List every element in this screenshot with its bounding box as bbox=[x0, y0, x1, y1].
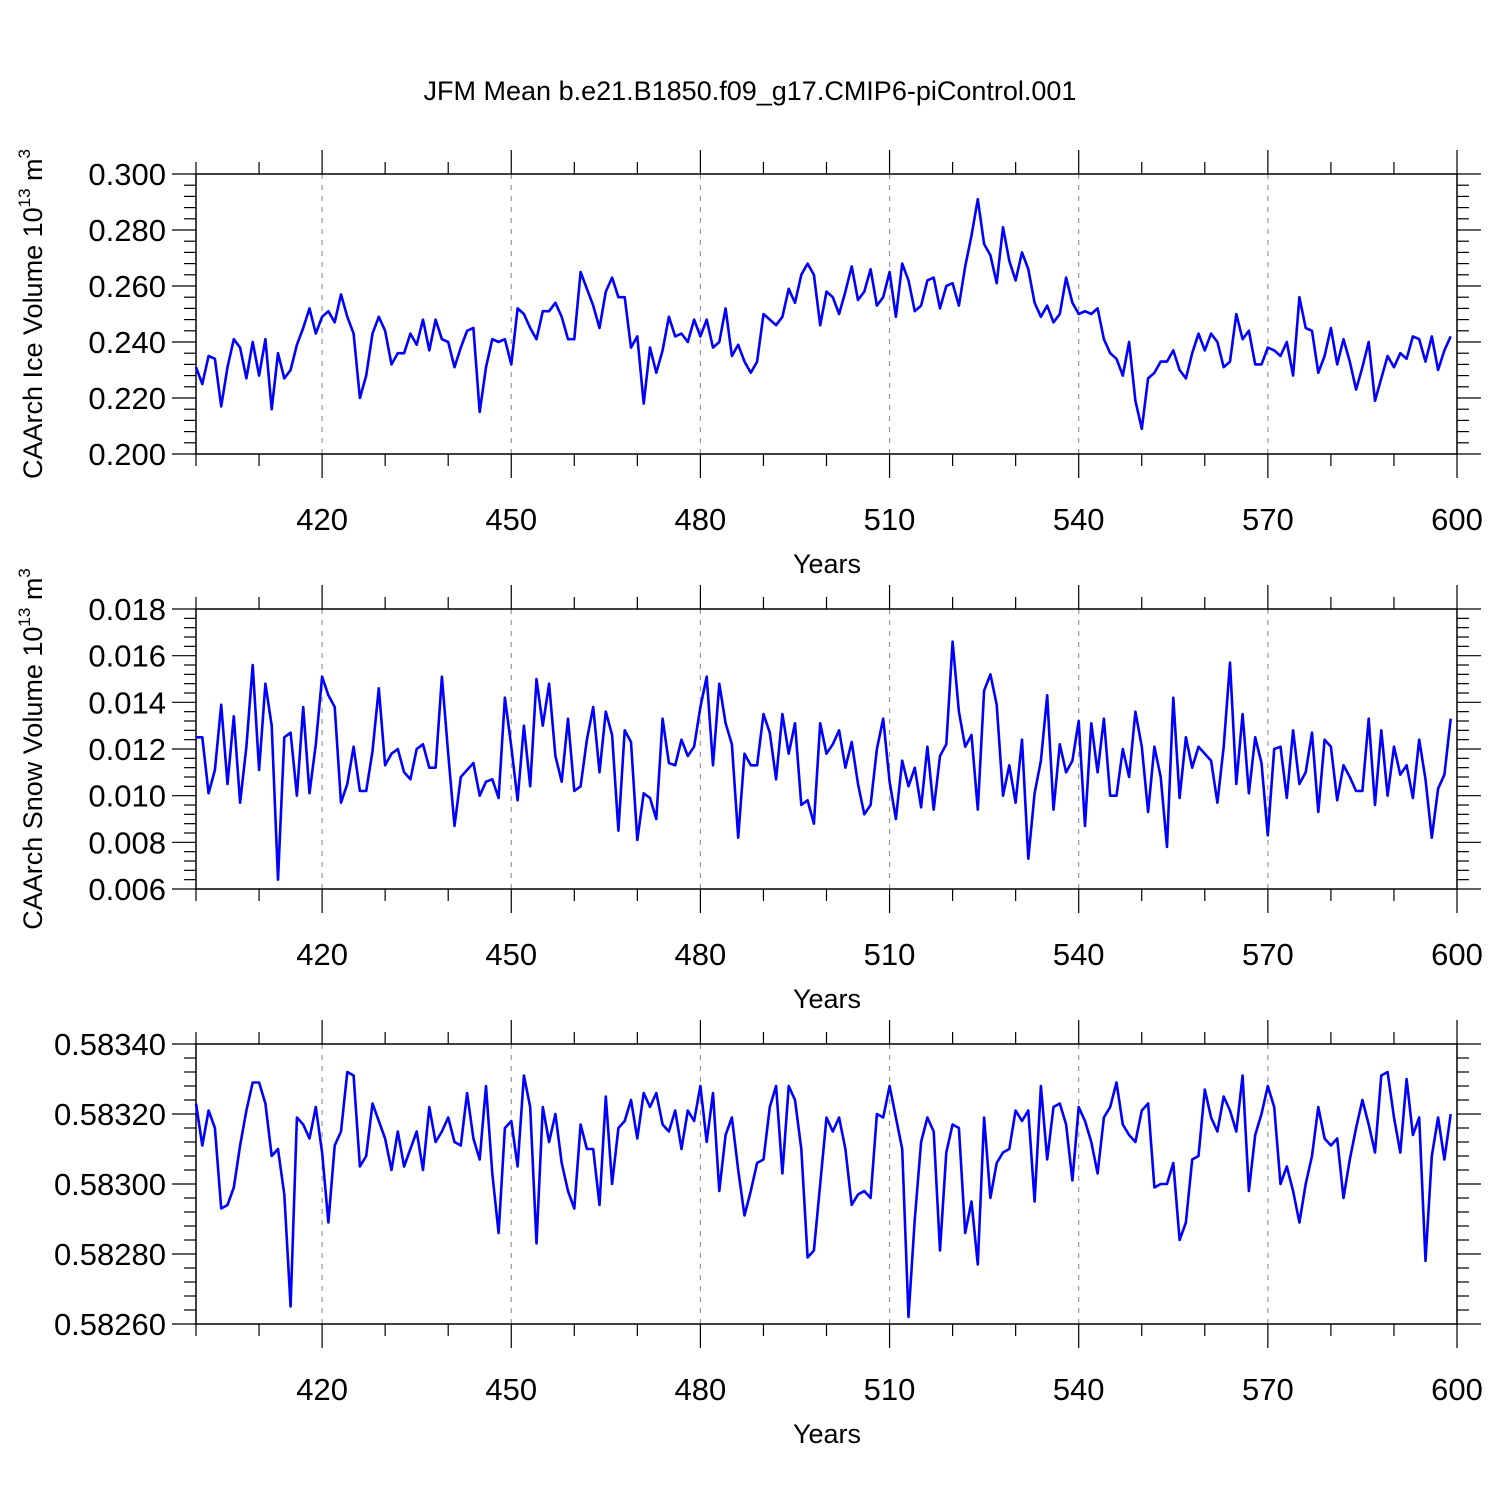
chart-2-xtick-label: 540 bbox=[1053, 937, 1105, 972]
chart-title: JFM Mean b.e21.B1850.f09_g17.CMIP6-piCon… bbox=[424, 76, 1077, 106]
chart-2-ytick-label: 0.014 bbox=[88, 685, 166, 720]
chart-1-ytick-label: 0.260 bbox=[88, 269, 166, 304]
chart-1-ytick-label: 0.300 bbox=[88, 157, 166, 192]
chart-2-ytick-label: 0.010 bbox=[88, 779, 166, 814]
chart-1-ylabel-superscript: 13 bbox=[15, 188, 34, 207]
chart-1-series-line bbox=[194, 197, 1452, 431]
chart-1-xtick-label: 450 bbox=[485, 502, 537, 537]
chart-2-ytick-label: 0.006 bbox=[88, 872, 166, 907]
chart-2: 0.006 0.008 0.010 0.012 0.014 0.016 0.018 420 45… bbox=[15, 568, 1483, 1014]
chart-3-xtick-label: 540 bbox=[1053, 1372, 1105, 1407]
chart-3-series-line bbox=[194, 1070, 1452, 1319]
chart-3-xtick-label: 570 bbox=[1242, 1372, 1294, 1407]
chart-2-xtick-label: 510 bbox=[864, 937, 916, 972]
chart-2-plot-frame bbox=[195, 608, 1458, 890]
chart-2-ylabel-part: m bbox=[18, 578, 48, 608]
chart-2-xtick-label: 420 bbox=[296, 937, 348, 972]
chart-3-plot-frame bbox=[195, 1043, 1458, 1325]
chart-2-ylabel-superscript: 13 bbox=[15, 608, 34, 627]
chart-2-ylabel-part: CAArch Snow Volume 10 bbox=[18, 627, 48, 930]
chart-3-xlabel: Years bbox=[793, 1419, 861, 1449]
chart-2-ylabel: CAArch Snow Volume 1013 m3 bbox=[15, 568, 48, 930]
chart-3-xtick-label: 420 bbox=[296, 1372, 348, 1407]
chart-1: 0.200 0.220 0.240 0.260 0.280 0.300 420 450 480 5… bbox=[15, 149, 1483, 579]
chart-1-ylabel-superscript: 3 bbox=[15, 149, 34, 158]
chart-3-ytick-label: 0.58280 bbox=[54, 1237, 166, 1272]
chart-1-ylabel-part: m bbox=[18, 158, 48, 188]
chart-3-ytick-label: 0.58320 bbox=[54, 1097, 166, 1132]
chart-3-ytick-label: 0.58300 bbox=[54, 1167, 166, 1202]
chart-1-ylabel: CAArch Ice Volume 1013 m3 bbox=[15, 149, 48, 479]
chart-2-xlabel: Years bbox=[793, 984, 861, 1014]
chart-1-ylabel-part: CAArch Ice Volume 10 bbox=[18, 207, 48, 479]
chart-3-ytick-label: 0.58260 bbox=[54, 1307, 166, 1342]
chart-3-xtick-label: 600 bbox=[1431, 1372, 1483, 1407]
chart-1-ytick-label: 0.220 bbox=[88, 381, 166, 416]
chart-1-xtick-label: 570 bbox=[1242, 502, 1294, 537]
chart-1-xtick-label: 540 bbox=[1053, 502, 1105, 537]
chart-1-ytick-label: 0.240 bbox=[88, 325, 166, 360]
chart-3-ytick-label: 0.58340 bbox=[54, 1027, 166, 1062]
chart-2-ylabel-superscript: 3 bbox=[15, 568, 34, 577]
chart-2-xtick-label: 480 bbox=[675, 937, 727, 972]
chart-2-ytick-label: 0.012 bbox=[88, 732, 166, 767]
chart-2-ytick-label: 0.016 bbox=[88, 639, 166, 674]
chart-1-xtick-label: 420 bbox=[296, 502, 348, 537]
chart-3: 0.58260 0.58280 0.58300 0.58320 0.58340 420 45… bbox=[54, 1020, 1483, 1449]
chart-1-plot-frame bbox=[195, 173, 1458, 455]
chart-1-ytick-label: 0.280 bbox=[88, 213, 166, 248]
chart-3-xtick-label: 480 bbox=[675, 1372, 727, 1407]
chart-2-ytick-label: 0.018 bbox=[88, 592, 166, 627]
chart-1-ytick-label: 0.200 bbox=[88, 437, 166, 472]
chart-3-xtick-label: 510 bbox=[864, 1372, 916, 1407]
chart-2-xtick-label: 570 bbox=[1242, 937, 1294, 972]
chart-2-ytick-label: 0.008 bbox=[88, 825, 166, 860]
chart-2-xtick-label: 450 bbox=[485, 937, 537, 972]
chart-3-xtick-label: 450 bbox=[485, 1372, 537, 1407]
chart-1-xlabel: Years bbox=[793, 549, 861, 579]
chart-1-xtick-label: 480 bbox=[675, 502, 727, 537]
chart-2-series-line bbox=[196, 640, 1452, 882]
chart-1-xtick-label: 510 bbox=[864, 502, 916, 537]
chart-1-xtick-label: 600 bbox=[1431, 502, 1483, 537]
chart-2-xtick-label: 600 bbox=[1431, 937, 1483, 972]
